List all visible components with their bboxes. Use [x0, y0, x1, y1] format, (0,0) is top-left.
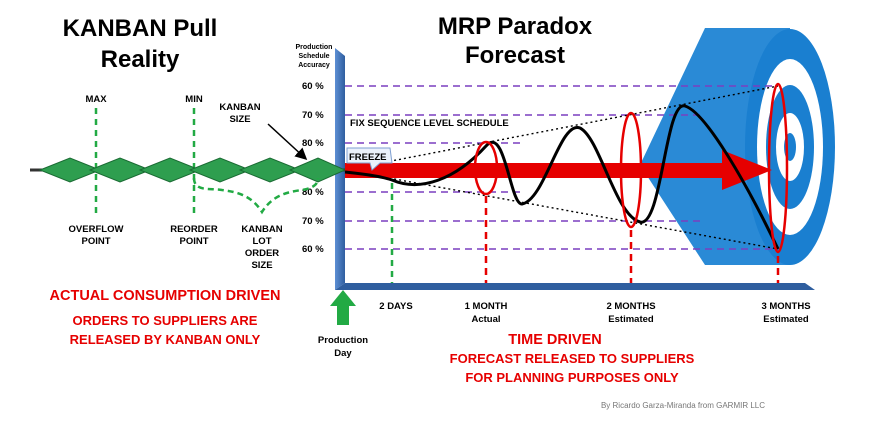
forecast-cone-upper	[344, 85, 779, 171]
production-day-line1: Production	[318, 335, 368, 346]
left-title-line1: KANBAN Pull	[63, 15, 218, 42]
production-day-line2: Day	[334, 348, 352, 359]
right-caption-heading: TIME DRIVEN	[508, 332, 601, 348]
forecast-cone-lower	[344, 169, 779, 250]
overflow-line1: OVERFLOW	[69, 224, 124, 235]
right-caption-line2: FOR PLANNING PURPOSES ONLY	[465, 370, 679, 385]
reorder-line1: REORDER	[170, 224, 218, 235]
month3-line1: 3 MONTHS	[761, 301, 810, 312]
axis-header-line3: Accuracy	[298, 62, 330, 69]
lot-line2: LOT	[253, 236, 272, 247]
lot-line4: SIZE	[251, 260, 272, 271]
month1-line1: 1 MONTH	[465, 301, 508, 312]
right-title-line2: Forecast	[465, 42, 565, 69]
fix-sequence-label: FIX SEQUENCE LEVEL SCHEDULE	[350, 118, 509, 129]
accuracy-upper-80: 80 %	[302, 138, 324, 149]
month2-line1: 2 MONTHS	[606, 301, 655, 312]
freeze-callout: FREEZE	[346, 147, 393, 171]
min-label: MIN	[185, 94, 203, 105]
axis-header-line1: Production	[296, 44, 333, 51]
right-caption-line1: FORECAST RELEASED TO SUPPLIERS	[450, 351, 695, 366]
forecast-arrow	[345, 150, 772, 190]
lot-line3: ORDER	[245, 248, 279, 259]
month1-line2: Actual	[471, 314, 500, 325]
right-title-line1: MRP Paradox	[438, 13, 593, 40]
forecast-ellipses	[473, 82, 789, 254]
overflow-line2: POINT	[81, 236, 110, 247]
accuracy-upper-70: 70 %	[302, 110, 324, 121]
max-label: MAX	[85, 94, 107, 105]
two-days-label: 2 DAYS	[379, 301, 412, 312]
accuracy-lower-70: 70 %	[302, 216, 324, 227]
kanban-size-arrow	[267, 123, 308, 161]
left-caption-line2: RELEASED BY KANBAN ONLY	[70, 332, 261, 347]
target-icon	[640, 28, 835, 265]
forecast-wave	[344, 104, 780, 250]
credit-text: By Ricardo Garza-Miranda from GARMIR LLC	[601, 401, 765, 410]
month-markers	[484, 196, 780, 288]
lot-size-bracket	[192, 177, 320, 215]
kanban-diamonds	[38, 157, 347, 183]
reorder-line2: POINT	[179, 236, 208, 247]
left-caption-line1: ORDERS TO SUPPLIERS ARE	[73, 313, 258, 328]
accuracy-upper-60: 60 %	[302, 81, 324, 92]
left-title-line2: Reality	[101, 46, 180, 73]
production-day-arrow	[330, 290, 356, 325]
axis-header-line2: Schedule	[298, 53, 329, 60]
kanban-size-line2: SIZE	[229, 114, 250, 125]
kanban-size-line1: KANBAN	[219, 102, 260, 113]
left-caption-heading: ACTUAL CONSUMPTION DRIVEN	[50, 288, 281, 304]
accuracy-lower-60: 60 %	[302, 244, 324, 255]
month2-line2: Estimated	[608, 314, 654, 325]
freeze-label: FREEZE	[349, 152, 386, 163]
month3-line2: Estimated	[763, 314, 809, 325]
accuracy-lower-80: 80 %	[302, 187, 324, 198]
lot-line1: KANBAN	[241, 224, 282, 235]
